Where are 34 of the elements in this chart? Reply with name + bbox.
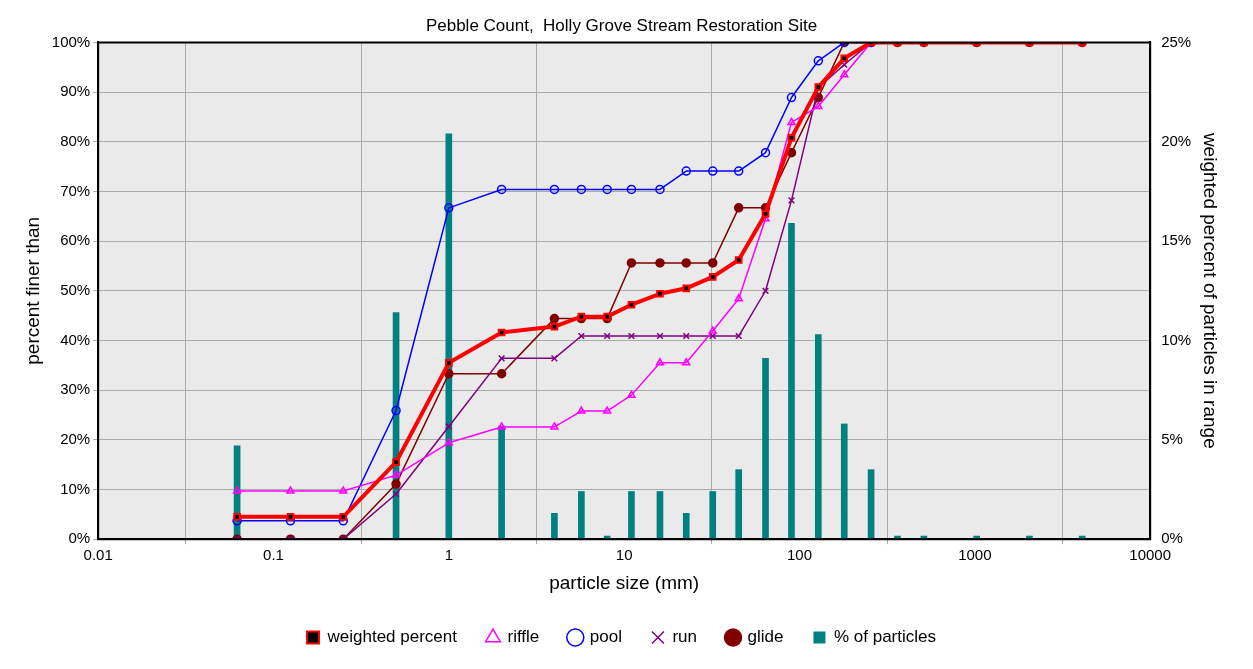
legend-label: % of particles [833,627,936,647]
y2-tick-label: 10% [1161,330,1192,348]
y-tick-label: 40% [60,330,91,348]
y-tick-label: 20% [60,429,91,447]
y-tick-label: 30% [60,380,91,398]
y2-tick-label: 5% [1161,429,1183,447]
x-tick-label: 1 [444,546,454,564]
y-tick-label: 10% [60,479,91,497]
legend-label: run [672,627,698,647]
y-tick-label: 60% [60,231,91,249]
x-tick-label: 10 [615,546,633,564]
x-tick-label: 0.01 [83,546,113,564]
chart-title: Pebble Count, Holly Grove Stream Restoration Site [425,15,818,35]
x-tick-label: 0.1 [263,546,284,564]
y2-tick-label: 15% [1161,231,1192,249]
y-tick-label: 90% [60,82,91,100]
x-tick-label: 10000 [1129,546,1172,564]
y2-tick-label: 25% [1161,32,1192,50]
y2-axis-title: weighted percent of particles in range [1200,131,1222,449]
y2-tick-label: 0% [1161,529,1183,547]
x-axis-title: particle size (mm) [549,571,700,593]
y-tick-label: 80% [60,131,91,149]
y-tick-label: 0% [68,529,91,547]
x-tick-label: 100 [786,546,813,564]
y-tick-label: 100% [51,32,91,50]
legend-label: pool [589,627,622,647]
y-tick-label: 50% [60,280,91,298]
x-tick-label: 1000 [958,546,992,564]
legend-label: riffle [507,627,540,647]
legend-label: weighted percent [326,627,458,647]
y-tick-label: 70% [60,181,91,199]
y-axis-title: percent finer than [21,216,43,365]
y2-tick-label: 20% [1161,131,1192,149]
legend-label: glide [747,627,784,647]
